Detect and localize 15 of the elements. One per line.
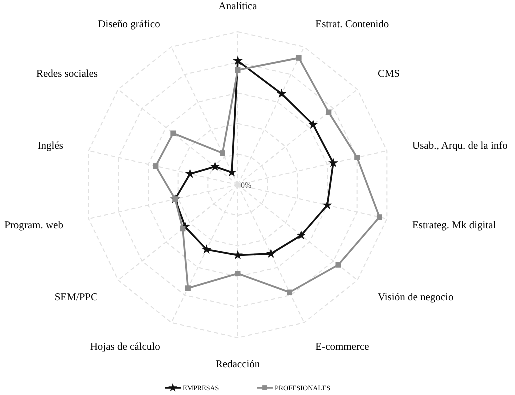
- spoke-label: Inglés: [38, 140, 64, 152]
- spoke-label: CMS: [378, 69, 400, 80]
- spoke-label: Visión de negocio: [378, 292, 454, 304]
- spoke-label: Hojas de cálculo: [90, 342, 160, 353]
- spoke-label: Estrat. Contenido: [316, 19, 390, 30]
- spoke-label: Redacción: [216, 360, 261, 371]
- spoke-label: Analítica: [218, 2, 258, 13]
- spoke-label: Redes sociales: [36, 69, 98, 80]
- spoke-label: Diseño gráfico: [98, 19, 160, 30]
- spoke-label: Estrateg. Mk digital: [412, 220, 496, 232]
- spoke-label: Program. web: [4, 220, 64, 232]
- spoke-label: SEM/PPC: [54, 292, 98, 304]
- text: 0%: [241, 181, 252, 190]
- spoke-label: Usab., Arqu. de la info: [412, 140, 508, 152]
- spoke-label: E-commerce: [316, 342, 370, 353]
